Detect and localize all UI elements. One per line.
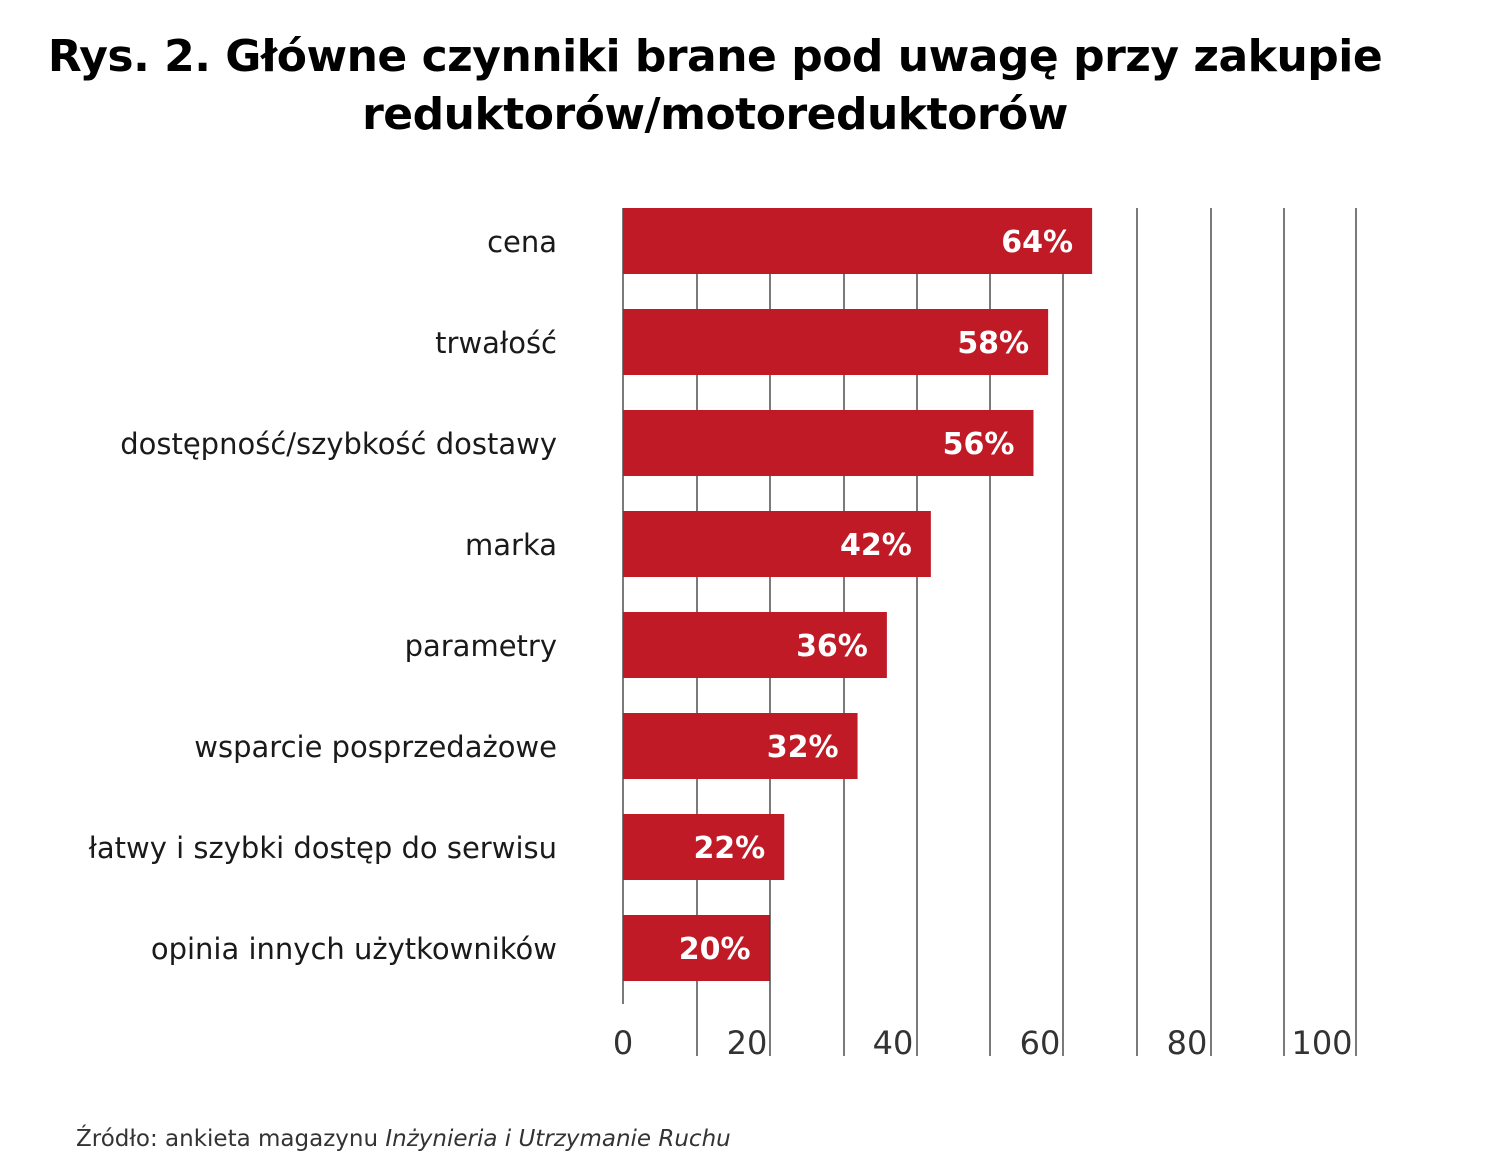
data-label: 42% [840,528,912,563]
category-label: dostępność/szybkość dostawy [120,427,557,461]
data-label: 36% [796,629,868,664]
data-label: 22% [693,831,765,866]
category-label: wsparcie posprzedażowe [194,730,557,764]
category-label: opinia innych użytkowników [151,932,557,966]
category-label: marka [465,528,557,562]
chart-title-line2: reduktorów/motoreduktorów [362,89,1068,140]
x-tick-label: 80 [1167,1024,1208,1062]
bar [623,612,887,678]
bar [623,309,1049,375]
category-label: cena [487,225,557,259]
data-label: 32% [767,730,839,765]
x-tick-label: 0 [613,1024,633,1062]
x-tick-label: 20 [727,1024,768,1062]
category-label: trwałość [435,326,557,360]
data-label: 58% [957,326,1029,361]
chart-title: Rys. 2. Główne czynniki brane pod uwagę … [0,28,1430,144]
source-publication: Inżynieria i Utrzymanie Ruchu [385,1126,731,1152]
chart-title-line1: Rys. 2. Główne czynniki brane pod uwagę … [47,31,1383,82]
bar [623,410,1034,476]
category-label: parametry [405,629,557,663]
data-label: 56% [943,427,1015,462]
bar [623,511,931,577]
x-tick-label: 40 [873,1024,914,1062]
data-label: 20% [679,932,751,967]
category-label: łatwy i szybki dostęp do serwisu [89,831,557,865]
bar [623,208,1093,274]
source-prefix: Źródło: ankieta magazynu [76,1126,386,1152]
source-note: Źródło: ankieta magazynu Inżynieria i Ut… [76,1126,731,1152]
bar [623,713,858,779]
bar [623,915,770,981]
data-label: 64% [1001,225,1073,260]
x-tick-label: 100 [1291,1024,1352,1062]
bar [623,814,785,880]
x-tick-label: 60 [1020,1024,1061,1062]
